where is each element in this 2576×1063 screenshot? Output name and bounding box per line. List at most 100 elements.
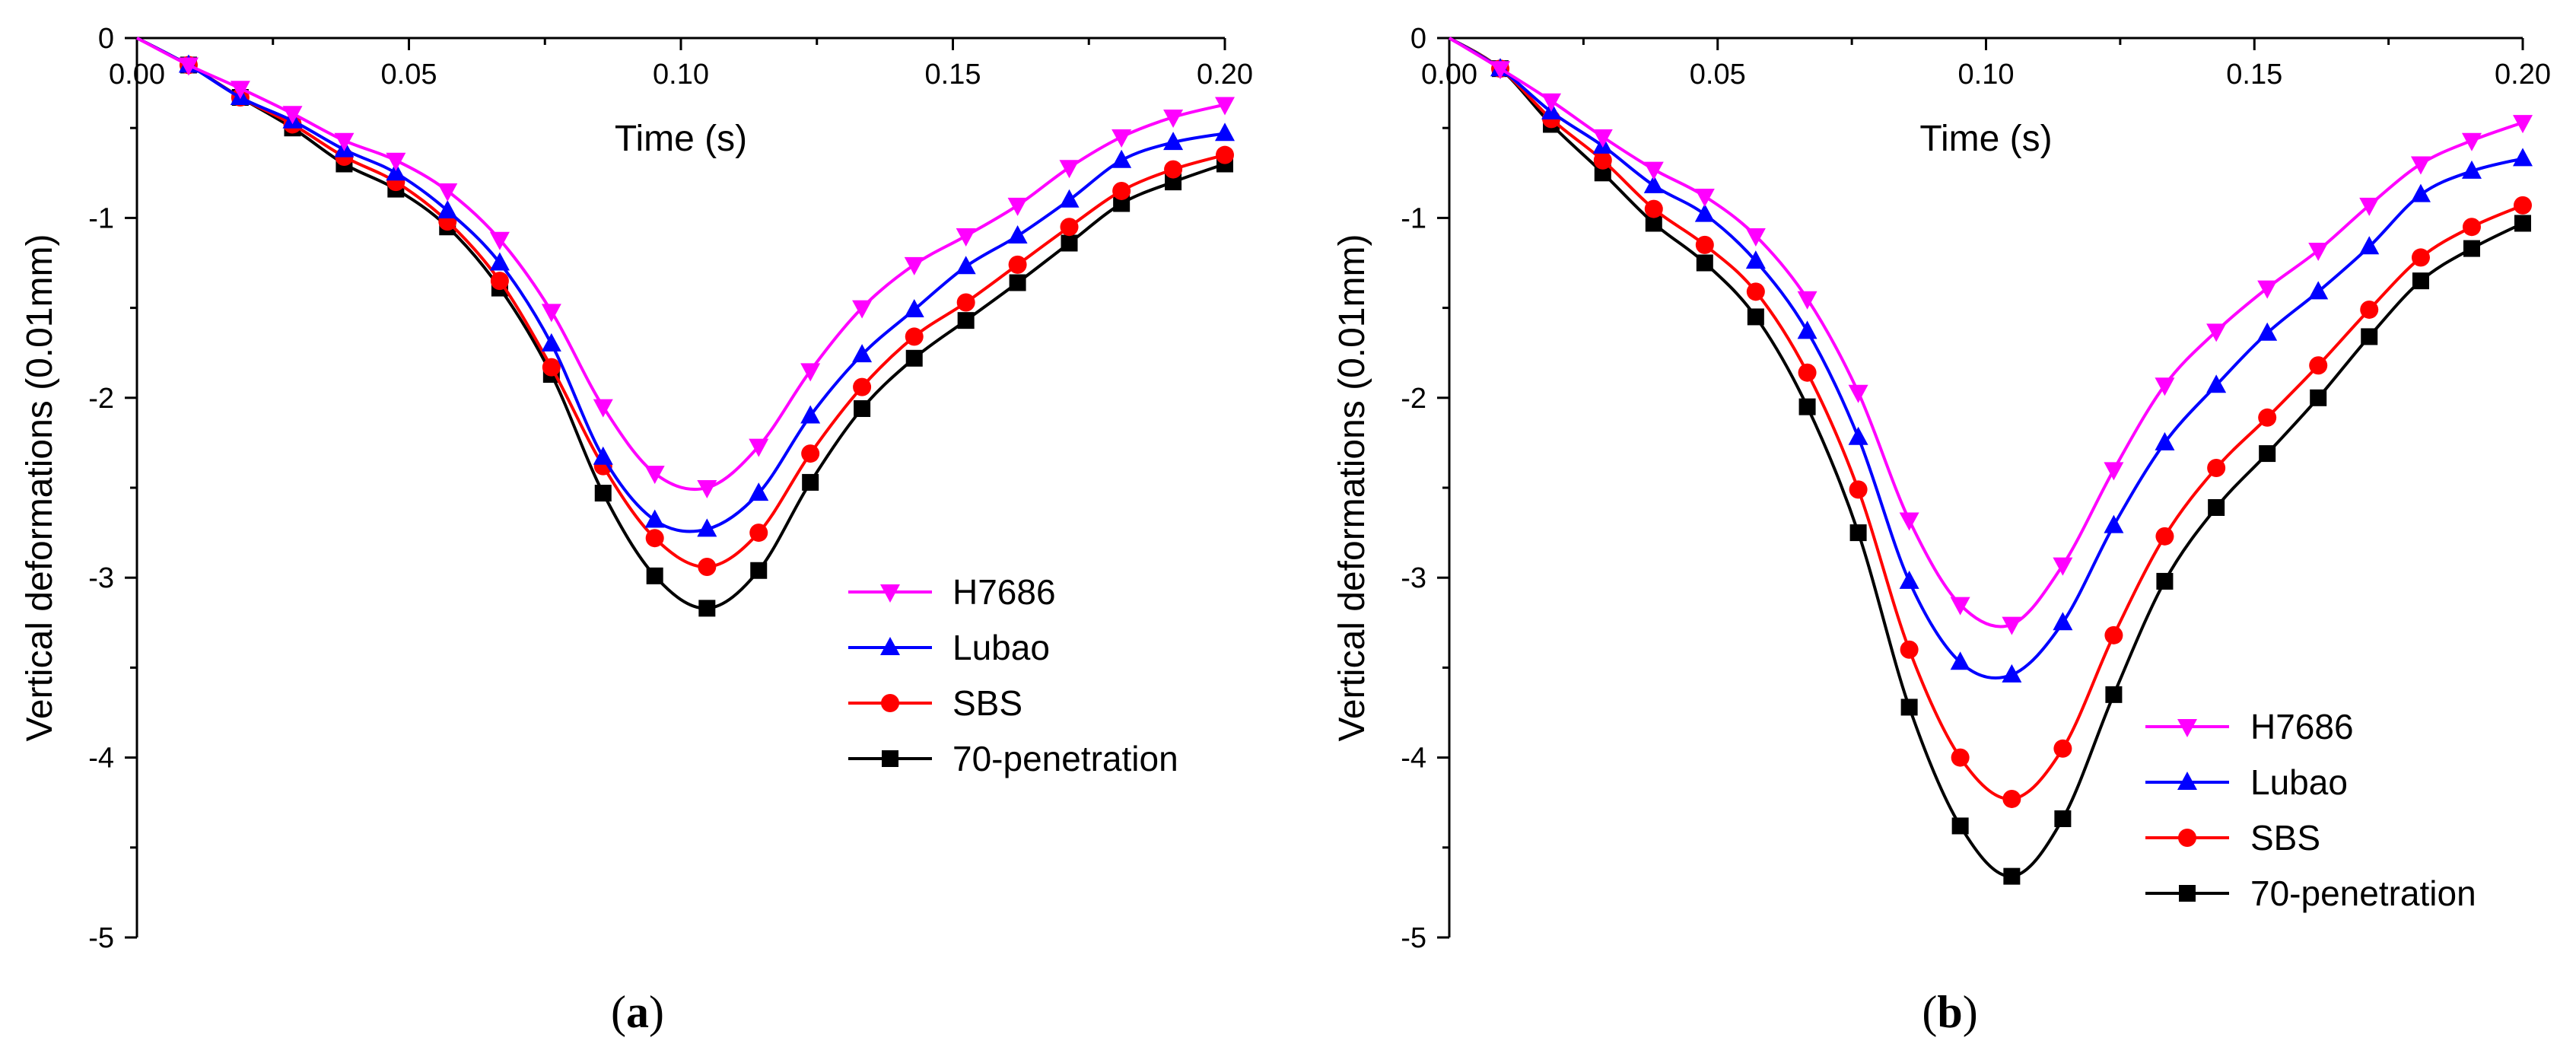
- data-point: [2155, 431, 2175, 450]
- legend: H7686 Lubao SBS 70-penetration: [2145, 707, 2476, 913]
- data-point: [1950, 651, 1970, 670]
- y-axis-title: Vertical deformations (0.01mm): [1332, 234, 1372, 742]
- legend-label: SBS: [2250, 818, 2320, 858]
- data-point: [541, 304, 561, 323]
- data-point: [1951, 817, 1969, 835]
- data-point: [1951, 748, 1970, 767]
- data-point: [2513, 115, 2533, 134]
- data-point: [2514, 215, 2531, 232]
- data-point: [1797, 320, 1818, 339]
- data-point: [1643, 174, 1664, 193]
- data-point: [2054, 810, 2072, 827]
- x-tick-label: 0.15: [2226, 59, 2282, 91]
- x-tick-label: 0.05: [1690, 59, 1746, 91]
- data-point: [1849, 524, 1867, 542]
- data-point: [542, 358, 561, 377]
- legend-label: H7686: [2250, 707, 2354, 746]
- series-h7686: [136, 37, 1235, 498]
- data-point: [2207, 458, 2226, 477]
- data-point: [2155, 527, 2174, 546]
- legend-marker: [880, 637, 900, 655]
- data-point: [2411, 248, 2430, 267]
- y-tick-label: 0: [1410, 23, 1426, 55]
- data-point: [2361, 328, 2378, 345]
- data-point: [1060, 218, 1079, 237]
- legend-label: 70-penetration: [2250, 874, 2476, 913]
- data-point: [1059, 189, 1080, 208]
- data-point: [1899, 512, 1919, 531]
- data-point: [2155, 377, 2175, 396]
- y-tick-label: -3: [1401, 562, 1426, 594]
- legend-marker: [2178, 829, 2196, 847]
- data-point: [1848, 384, 1868, 403]
- data-point: [1112, 181, 1131, 200]
- data-point: [645, 529, 664, 548]
- data-point: [2359, 236, 2380, 255]
- data-point: [334, 132, 355, 151]
- panel-label: (b): [1922, 987, 1977, 1037]
- data-point: [593, 446, 613, 465]
- data-point: [1594, 164, 1611, 182]
- data-point: [905, 349, 923, 367]
- data-point: [1899, 570, 1919, 589]
- data-point: [904, 298, 924, 317]
- y-axis-title: Vertical deformations (0.01mm): [20, 234, 60, 742]
- y-tick-label: -2: [88, 383, 114, 415]
- data-point: [1165, 173, 1182, 191]
- data-point: [1593, 151, 1612, 170]
- y-tick-label: -2: [1401, 383, 1426, 415]
- data-point: [956, 256, 976, 275]
- series-sbs: [1448, 37, 2532, 808]
- data-point: [1490, 61, 1511, 80]
- data-point: [2002, 616, 2022, 635]
- data-point: [956, 293, 975, 312]
- data-point: [282, 106, 303, 125]
- data-point: [489, 231, 510, 250]
- data-point: [1694, 203, 1715, 222]
- data-point: [749, 482, 769, 501]
- data-point: [2410, 156, 2431, 175]
- data-point: [1592, 129, 1613, 148]
- data-point: [1797, 291, 1818, 310]
- legend-label: SBS: [952, 683, 1022, 723]
- data-point: [437, 183, 458, 202]
- y-tick-label: -4: [1401, 743, 1426, 775]
- data-point: [956, 228, 976, 247]
- data-point: [1798, 398, 1816, 415]
- data-point: [852, 344, 873, 363]
- panel-label-open-paren: (: [611, 987, 626, 1037]
- legend-marker: [880, 584, 900, 603]
- data-point: [178, 57, 199, 76]
- data-point: [644, 466, 665, 485]
- data-point: [593, 399, 613, 418]
- data-point: [2002, 664, 2022, 683]
- data-point: [2104, 514, 2124, 533]
- panel-label-letter: a: [626, 987, 649, 1037]
- data-point: [1216, 145, 1234, 164]
- data-point: [852, 300, 873, 319]
- data-point: [905, 327, 924, 346]
- axes: 0.00 0.05 0.10 0.15 0.20 0 -1 -2 -3 -4 -5 Time (s) V…: [1332, 23, 2551, 954]
- data-point: [2310, 389, 2327, 406]
- series-lubao: [1448, 37, 2533, 683]
- legend-label: Lubao: [952, 628, 1050, 667]
- data-point: [1111, 129, 1132, 148]
- x-tick-label: 0.20: [1197, 59, 1253, 91]
- panel-label-letter: b: [1937, 987, 1962, 1037]
- panel-label-close-paren: ): [1963, 987, 1978, 1037]
- data-point: [2360, 300, 2379, 319]
- data-point: [2462, 218, 2481, 237]
- data-point: [1059, 160, 1080, 179]
- x-axis-title: Time (s): [1919, 119, 2052, 159]
- data-point: [1798, 363, 1817, 382]
- data-point: [800, 405, 821, 424]
- data-point: [437, 199, 458, 218]
- data-point: [1009, 274, 1026, 291]
- panel-b: 0.00 0.05 0.10 0.15 0.20 0 -1 -2 -3 -4 -5 Time (s) V…: [1332, 23, 2551, 1037]
- data-point: [2206, 323, 2227, 342]
- x-tick-label: 0.20: [2495, 59, 2551, 91]
- data-point: [594, 485, 612, 502]
- data-point: [541, 333, 561, 352]
- data-point: [1541, 93, 1562, 112]
- data-point: [1645, 215, 1662, 232]
